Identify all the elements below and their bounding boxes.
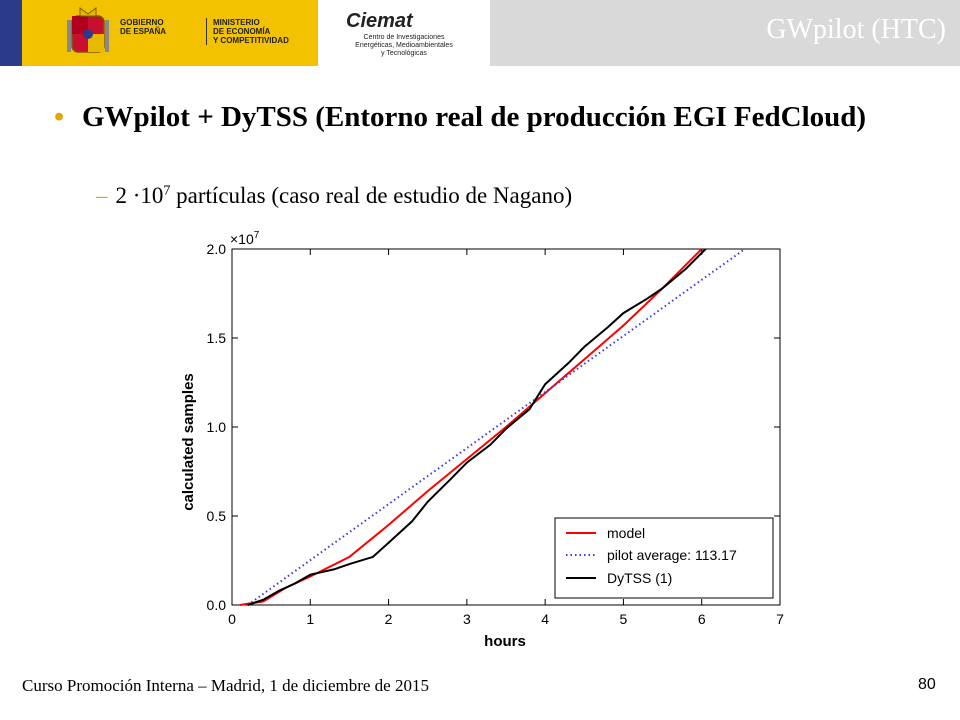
- y-offset-exponent: 7: [254, 230, 260, 241]
- page-number: 80: [918, 676, 936, 693]
- bullet-dot-icon: •: [54, 101, 65, 133]
- y-offset-label: ×107: [230, 230, 260, 247]
- sub-bullet-exponent: 7: [163, 183, 171, 199]
- ciemat-sub-line-2: Energéticas, Medioambientales: [355, 42, 453, 49]
- axis-ticks: 0 1 2 3 4 5 6 7 0.0 0.5 1.0 1.5 2.0: [207, 241, 785, 627]
- bullet-dash-icon: –: [96, 183, 108, 208]
- sub-bullet-prefix: 2 ·10: [115, 183, 164, 208]
- x-tick-label: 1: [306, 611, 314, 627]
- series-layer: [239, 248, 746, 606]
- y-tick-label: 1.0: [207, 419, 227, 435]
- y-tick-label: 2.0: [207, 241, 227, 257]
- flag-stripe: [0, 0, 38, 66]
- ciemat-sub-line-3: y Tecnológicas: [381, 50, 427, 57]
- slide-title: GWpilot (HTC): [766, 14, 946, 45]
- series-line-dytss: [247, 248, 707, 606]
- government-label: GOBIERNO DE ESPAÑA: [120, 18, 166, 36]
- legend-label-dytss: DyTSS (1): [607, 570, 672, 586]
- x-tick-label: 5: [620, 611, 628, 627]
- gov-line-2: DE ESPAÑA: [120, 27, 167, 36]
- x-tick-label: 6: [698, 611, 706, 627]
- y-tick-label: 1.5: [207, 330, 227, 346]
- series-line-pilot-average: [247, 248, 746, 606]
- x-tick-label: 4: [541, 611, 549, 627]
- gov-line-1: GOBIERNO: [120, 18, 164, 27]
- legend-label-model: model: [607, 525, 645, 541]
- x-tick-label: 2: [385, 611, 393, 627]
- ministry-line-2: DE ECONOMÍA: [213, 27, 271, 36]
- x-axis-label: hours: [484, 633, 526, 650]
- x-tick-label: 0: [228, 611, 236, 627]
- y-offset-text: ×10: [230, 231, 254, 247]
- ciemat-logo: Ciemat: [346, 10, 413, 32]
- ministry-line-1: MINISTERIO: [213, 18, 260, 27]
- ministry-line-3: Y COMPETITIVIDAD: [213, 36, 289, 45]
- y-axis-label: calculated samples: [180, 373, 197, 511]
- legend-box: [554, 517, 774, 599]
- footer-text: Curso Promoción Interna – Madrid, 1 de d…: [22, 676, 429, 695]
- ministry-label: MINISTERIO DE ECONOMÍA Y COMPETITIVIDAD: [206, 18, 289, 45]
- eu-flag-band: [0, 0, 22, 66]
- government-logo-block: GOBIERNO DE ESPAÑA MINISTERIO DE ECONOMÍ…: [38, 0, 318, 66]
- sub-bullet-text: partículas (caso real de estudio de Naga…: [170, 183, 573, 208]
- ciemat-subtitle: Centro de Investigaciones Energéticas, M…: [334, 34, 474, 58]
- ciemat-sub-line-1: Centro de Investigaciones: [363, 34, 445, 41]
- slide-header: GOBIERNO DE ESPAÑA MINISTERIO DE ECONOMÍ…: [0, 0, 960, 66]
- main-bullet-text: GWpilot + DyTSS (Entorno real de producc…: [82, 101, 867, 133]
- legend-label-pilot: pilot average: 113.17: [607, 547, 737, 563]
- y-tick-label: 0.0: [207, 597, 227, 613]
- ciemat-logo-block: Ciemat Centro de Investigaciones Energét…: [318, 0, 490, 66]
- coat-of-arms-icon: [67, 7, 109, 53]
- x-tick-label: 3: [463, 611, 471, 627]
- x-tick-label: 7: [776, 611, 784, 627]
- y-tick-label: 0.5: [207, 508, 227, 524]
- sub-bullet: –2 ·107 partículas (caso real de estudio…: [96, 183, 572, 209]
- legend: model pilot average: 113.17 DyTSS (1): [554, 517, 774, 599]
